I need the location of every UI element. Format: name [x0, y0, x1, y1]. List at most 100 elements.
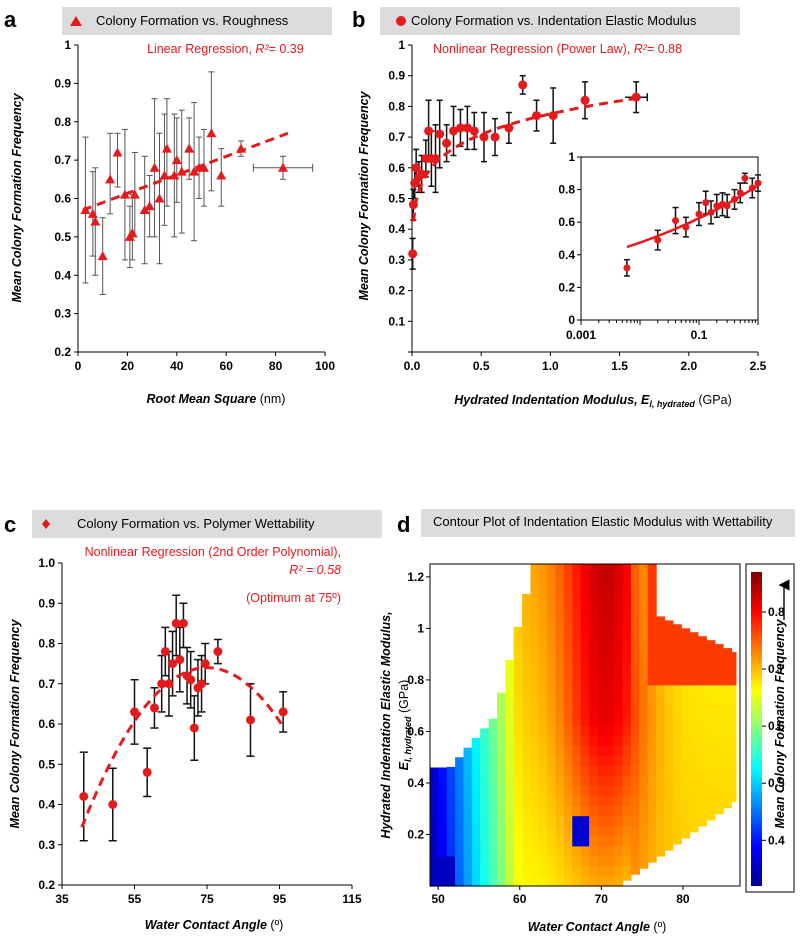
contour-cell [656, 825, 666, 837]
contour-cell [538, 614, 548, 625]
contour-cell [513, 704, 523, 716]
contour-cell [597, 694, 607, 706]
contour-cell [488, 835, 498, 847]
contour-cell [639, 755, 649, 766]
b-point [479, 132, 489, 142]
contour-cell [480, 745, 490, 756]
contour-cell [681, 644, 691, 656]
contour-cell [614, 875, 624, 887]
contour-cell [522, 694, 532, 706]
contour-cell [471, 805, 481, 817]
contour-cell [672, 714, 682, 726]
contour-cell [697, 775, 707, 786]
contour-cell [614, 785, 624, 797]
contour-cell [538, 875, 548, 887]
contour-cell [630, 795, 640, 807]
contour-cell [639, 765, 649, 776]
contour-cell [689, 725, 699, 736]
axis-a-xlabel-main: Root Mean Square [147, 392, 257, 406]
b-xtick-label: 1.0 [542, 359, 559, 373]
contour-cell [547, 865, 557, 877]
contour-cell [538, 785, 548, 797]
contour-cell [538, 644, 548, 656]
contour-cell [572, 805, 582, 817]
axis-a-ylabel: Mean Colony Formation Frequency [10, 92, 24, 302]
contour-cell [522, 775, 532, 786]
contour-cell [672, 725, 682, 736]
contour-cell [639, 845, 649, 857]
contour-cell [723, 775, 732, 786]
contour-cell [656, 725, 666, 736]
inset-point [748, 184, 756, 192]
contour-cell [622, 815, 632, 827]
contour-cell [597, 644, 607, 656]
panel-c: c Colony Formation vs. Polymer Wettabili… [4, 510, 382, 932]
contour-cell [706, 714, 716, 726]
contour-cell [664, 735, 674, 746]
contour-cell [547, 795, 557, 807]
contour-cell [522, 604, 532, 615]
contour-cell [589, 574, 599, 585]
contour-cell [580, 584, 590, 595]
contour-cell [622, 684, 632, 696]
contour-cell [522, 785, 532, 797]
contour-cell [605, 745, 615, 756]
contour-cell [530, 875, 540, 887]
contour-cell [572, 765, 582, 776]
contour-cell [438, 825, 448, 837]
colorbar-tick-label: 0.5 [768, 776, 785, 790]
contour-cell [480, 775, 490, 786]
a-point [90, 216, 101, 226]
panel-d-letter: d [397, 512, 410, 537]
b-point [424, 126, 434, 136]
contour-cell [622, 714, 632, 726]
contour-cell [530, 674, 540, 686]
contour-cell [463, 835, 473, 847]
contour-cell [597, 805, 607, 817]
contour-cell [731, 714, 737, 726]
contour-cell [538, 634, 548, 646]
a-point [236, 143, 247, 153]
b-ytick-label: 0.4 [388, 222, 405, 236]
contour-cell [589, 735, 599, 746]
contour-cell [463, 825, 473, 837]
contour-cell [547, 604, 557, 615]
contour-cell [697, 704, 707, 716]
contour-cell [446, 835, 456, 847]
contour-cell [714, 674, 724, 686]
contour-cell [639, 835, 649, 847]
contour-cell [689, 632, 699, 635]
contour-cell [639, 725, 649, 736]
contour-cell [664, 775, 674, 786]
contour-cell [597, 594, 607, 605]
panel-a-annotation: Linear Regression, R²= 0.39 [147, 42, 304, 56]
contour-cell [697, 735, 707, 746]
contour-cell [672, 735, 682, 746]
axis-a-xlabel-unit: (nm) [256, 392, 285, 406]
contour-cell [639, 825, 649, 837]
contour-cell [706, 704, 716, 716]
panel-a-title: Colony Formation vs. Roughness [96, 13, 289, 28]
contour-cell [605, 624, 615, 636]
contour-cell [605, 674, 615, 686]
contour-cell [656, 815, 666, 827]
contour-cell [689, 775, 699, 786]
contour-cell [622, 875, 632, 881]
contour-cell [706, 725, 716, 736]
contour-cell [513, 775, 523, 786]
contour-cell [522, 624, 532, 636]
contour-cell [455, 785, 465, 797]
contour-cell [622, 765, 632, 776]
d-xtick-label: 70 [595, 892, 609, 906]
contour-cell [480, 805, 490, 817]
contour-cell [672, 634, 682, 646]
contour-cell [605, 835, 615, 847]
contour-cell [647, 714, 657, 726]
contour-cell [656, 634, 666, 646]
contour-cell [455, 805, 465, 817]
contour-cell [681, 755, 691, 766]
contour-cell [555, 574, 565, 585]
contour-cell [547, 805, 557, 817]
contour-cell [572, 875, 582, 887]
contour-cell [647, 614, 657, 625]
